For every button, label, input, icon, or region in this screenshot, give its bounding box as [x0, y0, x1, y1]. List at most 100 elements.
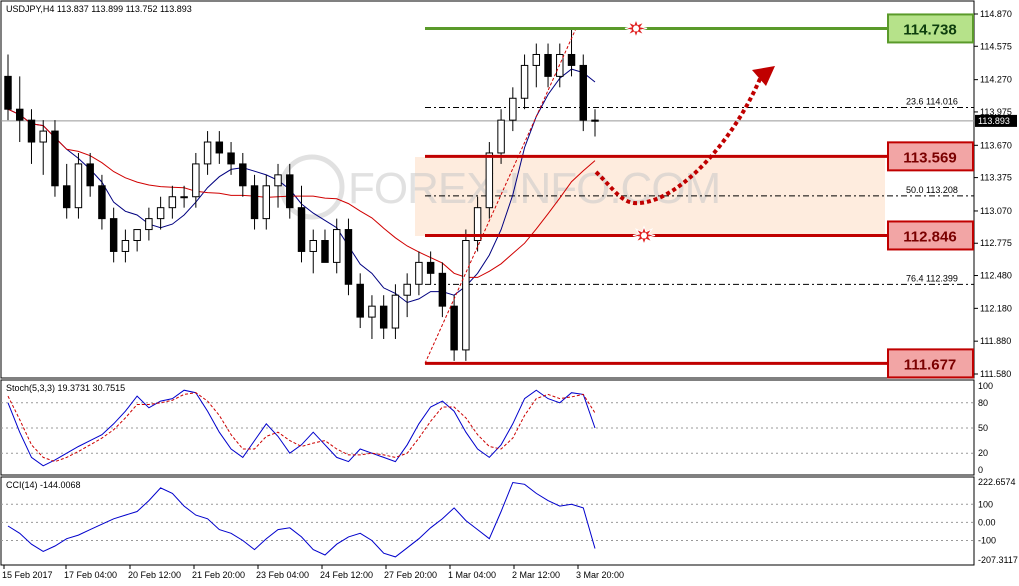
watermark-text: FOREX-INFO.COM: [348, 164, 720, 213]
cci-tick-label: -100: [978, 536, 996, 546]
candle-body: [332, 229, 341, 263]
time-label: 24 Feb 12:00: [320, 570, 373, 580]
price-tick-label: 113.975: [980, 107, 1012, 117]
candle-body: [203, 141, 212, 165]
time-label: 3 Mar 20:00: [576, 570, 624, 580]
cci-title: CCI(14) -144.0068: [6, 480, 81, 490]
candle-body: [520, 64, 529, 99]
stoch-tick-label: 80: [978, 398, 988, 408]
stoch-tick-label: 50: [978, 423, 988, 433]
candle-body: [579, 64, 587, 121]
candle-body: [509, 97, 517, 121]
upper-zone-level-label: 113.569: [903, 149, 956, 166]
candle-body: [239, 163, 247, 187]
current-price-label: 113.893: [978, 116, 1010, 126]
candle-body: [262, 185, 271, 220]
candle-body: [473, 207, 482, 242]
cci-tick-label: 222.6574: [978, 477, 1016, 487]
candle-body: [133, 229, 141, 242]
candle-body: [567, 53, 576, 66]
touch-burst-icon-core: [641, 232, 647, 239]
candle-body: [415, 261, 423, 285]
time-label: 21 Feb 20:00: [192, 570, 245, 580]
time-label: 23 Feb 04:00: [256, 570, 309, 580]
price-tick-label: 114.870: [980, 9, 1012, 19]
candle-body: [532, 53, 541, 66]
candle-body: [86, 163, 94, 187]
candle-body: [297, 207, 306, 252]
candle-body: [497, 119, 505, 154]
fibonacci-label: 50.0 113.208: [906, 185, 958, 195]
price-tick-label: 114.270: [980, 75, 1012, 85]
time-label: 15 Feb 2017: [2, 570, 53, 580]
cci-tick-label: 100: [978, 499, 993, 509]
candle-body: [62, 185, 71, 209]
candle-body: [250, 185, 259, 220]
candle-body: [74, 163, 83, 209]
resistance-level-label: 114.738: [903, 21, 956, 38]
resistance-level-box: [887, 13, 974, 44]
candle-body: [344, 229, 353, 285]
time-label: 1 Mar 04:00: [448, 570, 496, 580]
candle-body: [379, 305, 388, 329]
candle-body: [39, 130, 47, 143]
candle-body: [215, 141, 224, 154]
stoch-main-line: [7, 389, 596, 467]
candle-body: [544, 53, 552, 77]
price-tick-label: 114.575: [980, 41, 1012, 51]
candle-body: [462, 240, 470, 351]
current-price-box: [975, 114, 1017, 127]
cci-panel-frame: [0, 476, 975, 566]
stoch-signal-line: [7, 392, 596, 463]
candle-body: [192, 163, 200, 198]
candle-body: [321, 240, 329, 263]
price-tick-label: 112.480: [980, 271, 1012, 281]
stoch-tick-label: 100: [978, 381, 993, 391]
candle-body: [438, 272, 447, 307]
candle-body: [16, 108, 24, 121]
price-zone: [415, 157, 885, 236]
candle-body: [4, 75, 12, 110]
stoch-tick-label: 20: [978, 448, 988, 458]
projection-arrowhead-icon: [752, 66, 775, 86]
symbol-title: USDJPY,H4 113.837 113.899 113.752 113.89…: [6, 4, 192, 14]
time-label: 27 Feb 20:00: [384, 570, 437, 580]
candle-body: [156, 207, 165, 220]
candle-body: [426, 261, 435, 274]
candle-body: [27, 119, 36, 143]
price-tick-label: 113.070: [980, 206, 1012, 216]
stoch-title: Stoch(5,3,3) 19.3731 30.7515: [6, 383, 125, 393]
candle-body: [591, 119, 599, 122]
candle-body: [403, 283, 411, 296]
price-tick-label: 112.180: [980, 303, 1012, 313]
candle-body: [180, 196, 188, 199]
price-tick-label: 111.880: [980, 336, 1011, 346]
candle-body: [227, 152, 235, 165]
price-tick-label: 111.580: [980, 369, 1011, 379]
candle-body: [309, 240, 317, 252]
upper-zone-level-box: [887, 141, 974, 172]
candle-body: [286, 174, 294, 209]
fibonacci-trend-line: [424, 28, 577, 364]
cci-tick-label: 0.00: [978, 517, 996, 527]
watermark: FOREX-INFO.COM: [279, 154, 721, 220]
cci-line: [7, 481, 596, 558]
candle-body: [274, 174, 282, 187]
candle-body: [51, 130, 59, 187]
fibonacci-label: 76.4 112.399: [906, 273, 958, 283]
candle-body: [368, 305, 376, 318]
stoch-tick-label: 0: [978, 465, 983, 475]
candle-body: [168, 196, 177, 209]
candle-body: [109, 218, 118, 252]
price-tick-label: 113.670: [980, 140, 1012, 150]
fibonacci-label: 23.6 114.016: [906, 96, 958, 106]
candle-body: [145, 218, 153, 231]
lower-zone-level-label: 112.846: [903, 228, 956, 245]
cci-tick-label: -207.3117: [978, 555, 1018, 565]
time-label: 17 Feb 04:00: [64, 570, 117, 580]
candle-body: [98, 185, 106, 220]
time-label: 20 Feb 12:00: [128, 570, 181, 580]
breakout-burst-icon-core: [633, 25, 639, 32]
candle-body: [356, 283, 364, 318]
